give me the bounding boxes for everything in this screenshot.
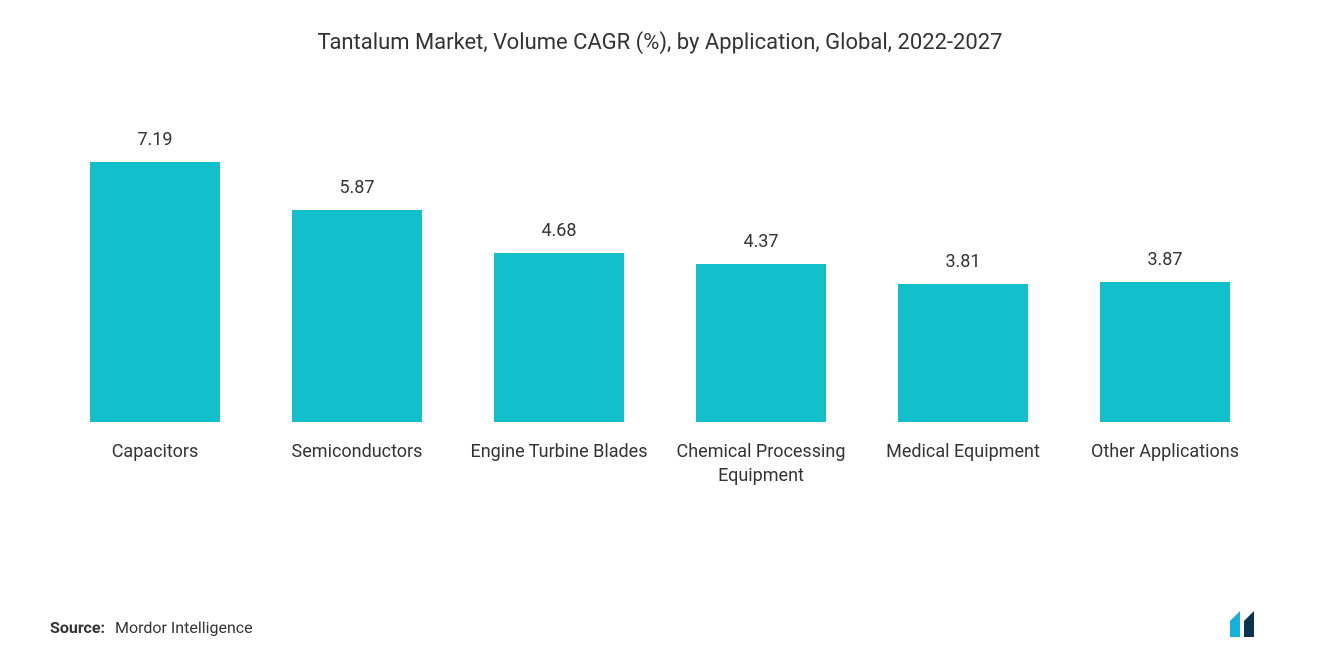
- bar-category-label: Semiconductors: [292, 440, 423, 515]
- bar: [1100, 282, 1230, 422]
- bar-group: 4.68 Engine Turbine Blades: [464, 220, 654, 515]
- source-text: Mordor Intelligence: [115, 618, 253, 637]
- bar-category-label: Chemical Processing Equipment: [666, 440, 856, 515]
- bar-value-label: 3.87: [1147, 249, 1182, 270]
- bar: [90, 162, 220, 422]
- source-attribution: Source: Mordor Intelligence: [50, 618, 253, 637]
- bar-category-label: Capacitors: [112, 440, 199, 515]
- bar-group: 3.87 Other Applications: [1070, 249, 1260, 515]
- bar-group: 7.19 Capacitors: [60, 129, 250, 515]
- bar: [292, 210, 422, 422]
- bar-category-label: Other Applications: [1091, 440, 1239, 515]
- source-label: Source:: [50, 618, 105, 637]
- plot-area: 7.19 Capacitors 5.87 Semiconductors 4.68 Engi…: [50, 115, 1270, 515]
- bar-group: 3.81 Medical Equipment: [868, 251, 1058, 515]
- brand-logo-icon: [1226, 607, 1270, 637]
- bar-value-label: 7.19: [137, 129, 172, 150]
- bar-value-label: 4.37: [743, 231, 778, 252]
- bar: [494, 253, 624, 422]
- bar-group: 4.37 Chemical Processing Equipment: [666, 231, 856, 515]
- bar-value-label: 5.87: [339, 177, 374, 198]
- chart-title: Tantalum Market, Volume CAGR (%), by App…: [50, 30, 1270, 55]
- bar-value-label: 4.68: [541, 220, 576, 241]
- bar-category-label: Medical Equipment: [886, 440, 1040, 515]
- bar-group: 5.87 Semiconductors: [262, 177, 452, 515]
- bar: [898, 284, 1028, 422]
- bar-value-label: 3.81: [945, 251, 980, 272]
- bar-category-label: Engine Turbine Blades: [471, 440, 648, 515]
- bar: [696, 264, 826, 422]
- chart-footer: Source: Mordor Intelligence: [50, 607, 1270, 637]
- chart-container: Tantalum Market, Volume CAGR (%), by App…: [0, 0, 1320, 665]
